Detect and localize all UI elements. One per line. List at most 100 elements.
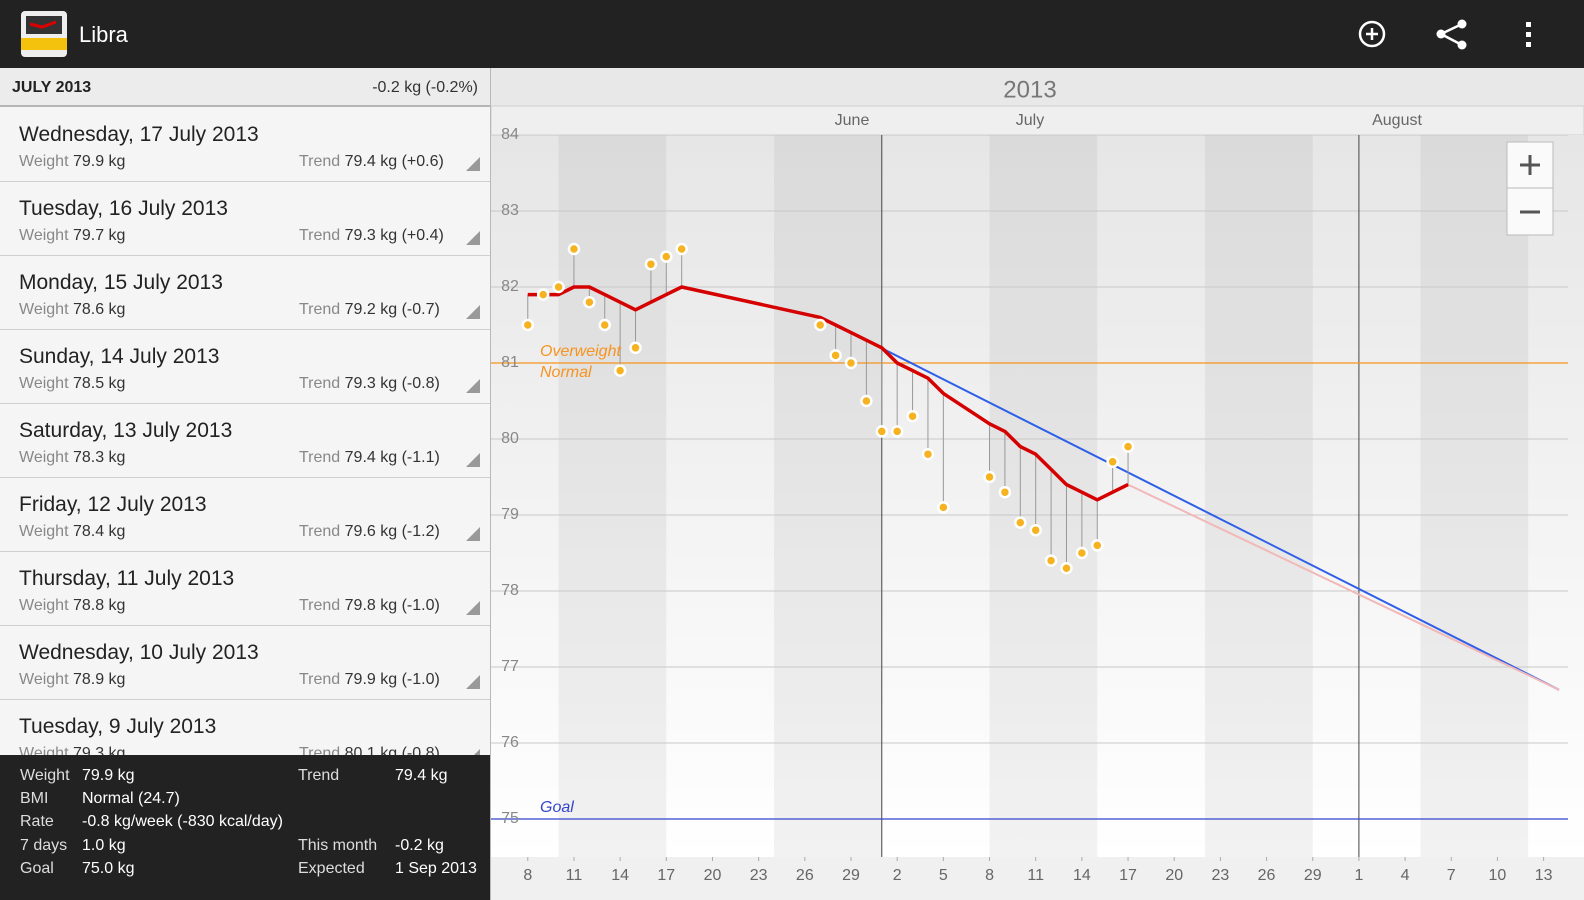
trend-label: Trend bbox=[299, 449, 341, 466]
weight-value: 78.3 kg bbox=[72, 449, 126, 466]
entry-weight: Weight 78.6 kg bbox=[19, 301, 125, 319]
share-button[interactable] bbox=[1436, 19, 1467, 50]
entry-item[interactable]: Tuesday, 9 July 2013 Weight 79.3 kg Trend … bbox=[0, 700, 490, 755]
entry-weight: Weight 79.7 kg bbox=[19, 227, 125, 245]
add-button[interactable] bbox=[1358, 20, 1386, 48]
entry-item[interactable]: Tuesday, 16 July 2013 Weight 79.7 kg Trend… bbox=[0, 182, 490, 256]
overflow-menu[interactable] bbox=[1526, 22, 1531, 47]
summary-label: Weight bbox=[20, 767, 70, 784]
weight-point bbox=[598, 318, 611, 332]
y-tick-label: 83 bbox=[501, 202, 519, 219]
trend-value: 79.3 kg (-0.8) bbox=[344, 375, 440, 392]
expand-indicator bbox=[466, 527, 480, 541]
entry-date: Saturday, 13 July 2013 bbox=[19, 419, 233, 442]
expand-indicator bbox=[466, 453, 480, 467]
weight-label: Weight bbox=[19, 375, 69, 392]
weight-point bbox=[875, 425, 889, 438]
weight-value: 79.3 kg bbox=[72, 745, 126, 755]
trend-label: Trend bbox=[299, 227, 341, 244]
entry-trend: Trend 79.4 kg (+0.6) bbox=[299, 153, 444, 171]
entry-date: Thursday, 11 July 2013 bbox=[19, 567, 235, 590]
expand-indicator bbox=[466, 379, 480, 393]
weight-point bbox=[1106, 455, 1119, 469]
trend-value: 79.9 kg (-1.0) bbox=[344, 671, 440, 688]
x-tick-label: 29 bbox=[842, 867, 860, 884]
x-tick-label: 23 bbox=[1211, 867, 1229, 884]
zoom-out[interactable] bbox=[1506, 187, 1554, 236]
x-tick-label: 5 bbox=[939, 867, 948, 884]
entry-item[interactable]: Sunday, 14 July 2013 Weight 78.5 kg Trend … bbox=[0, 330, 490, 404]
entry-item[interactable]: Wednesday, 10 July 2013 Weight 78.9 kg Tre… bbox=[0, 626, 490, 700]
y-tick-label: 81 bbox=[501, 354, 519, 371]
y-tick-label: 84 bbox=[501, 126, 519, 143]
month-change: -0.2 kg (-0.2%) bbox=[372, 79, 478, 96]
entry-weight: Weight 78.5 kg bbox=[19, 375, 125, 393]
weight-point bbox=[629, 341, 642, 355]
x-tick-label: 20 bbox=[704, 867, 722, 884]
y-tick-label: 76 bbox=[501, 734, 519, 751]
app-bar: Libra bbox=[0, 0, 1584, 68]
weight-label: Weight bbox=[19, 153, 69, 170]
summary-label: Trend bbox=[298, 767, 340, 784]
y-tick-label: 82 bbox=[501, 278, 519, 295]
reference-label: Goal bbox=[540, 799, 574, 816]
chart: 2013 June July August 757677787980818283… bbox=[491, 68, 1584, 900]
weight-label: Weight bbox=[19, 301, 69, 318]
projection-line bbox=[835, 324, 1560, 691]
weight-value: 78.6 kg bbox=[72, 301, 126, 318]
expand-indicator bbox=[466, 157, 480, 171]
week-band bbox=[774, 135, 882, 857]
trend-value: 79.8 kg (-1.0) bbox=[344, 597, 440, 614]
x-tick-label: 8 bbox=[985, 867, 994, 884]
entry-trend: Trend 79.9 kg (-1.0) bbox=[299, 671, 440, 689]
weight-point bbox=[583, 295, 596, 309]
x-tick-label: 26 bbox=[1258, 867, 1276, 884]
zoom-in[interactable] bbox=[1506, 141, 1554, 189]
month-label: JULY 2013 bbox=[12, 79, 92, 96]
summary-label: BMI bbox=[20, 790, 49, 807]
app-icon bbox=[21, 11, 67, 57]
weight-value: 79.7 kg bbox=[72, 227, 126, 244]
entry-item[interactable]: Thursday, 11 July 2013 Weight 78.8 kg Tren… bbox=[0, 552, 490, 626]
x-tick-label: 13 bbox=[1535, 867, 1553, 884]
entry-date: Tuesday, 16 July 2013 bbox=[19, 197, 228, 220]
x-tick-label: 10 bbox=[1489, 867, 1507, 884]
x-tick-label: 23 bbox=[750, 867, 768, 884]
entry-item[interactable]: Friday, 12 July 2013 Weight 78.4 kg Trend … bbox=[0, 478, 490, 552]
weight-point bbox=[1121, 440, 1135, 453]
weight-point bbox=[998, 485, 1012, 499]
x-tick-label: 2 bbox=[893, 867, 902, 884]
y-tick-label: 79 bbox=[501, 506, 519, 523]
entry-date: Tuesday, 9 July 2013 bbox=[19, 715, 217, 738]
x-tick-label: 7 bbox=[1447, 867, 1456, 884]
expand-indicator bbox=[466, 601, 480, 615]
entry-date: Monday, 15 July 2013 bbox=[19, 271, 223, 294]
x-tick-label: 4 bbox=[1401, 867, 1410, 884]
weight-value: 78.5 kg bbox=[72, 375, 126, 392]
week-band bbox=[1420, 135, 1529, 857]
entry-item[interactable]: Saturday, 13 July 2013 Weight 78.3 kg Tren… bbox=[0, 404, 490, 478]
weight-label: Weight bbox=[19, 671, 69, 688]
weight-point bbox=[1044, 554, 1058, 567]
entry-trend: Trend 79.2 kg (-0.7) bbox=[299, 301, 440, 319]
y-tick-label: 78 bbox=[501, 582, 519, 599]
x-tick-label: 26 bbox=[796, 867, 814, 884]
entry-item[interactable]: Wednesday, 17 July 2013 Weight 79.9 kg Tre… bbox=[0, 108, 490, 182]
weight-value: 78.9 kg bbox=[72, 671, 126, 688]
summary-value: 1 Sep 2013 bbox=[395, 860, 477, 877]
weight-point bbox=[921, 447, 935, 461]
entry-date: Sunday, 14 July 2013 bbox=[19, 345, 220, 368]
week-band bbox=[558, 135, 667, 857]
weight-point bbox=[937, 501, 950, 514]
entry-date: Wednesday, 10 July 2013 bbox=[19, 641, 259, 664]
weight-point bbox=[644, 257, 658, 271]
weight-value: 79.9 kg bbox=[72, 153, 126, 170]
weight-point bbox=[1014, 516, 1027, 529]
action-icons bbox=[1358, 19, 1531, 50]
weight-label: Weight bbox=[19, 597, 69, 614]
entry-item[interactable]: Monday, 15 July 2013 Weight 78.6 kg Trend … bbox=[0, 256, 490, 330]
weight-label: Weight bbox=[19, 523, 69, 540]
trend-value: 79.2 kg (-0.7) bbox=[344, 301, 440, 318]
